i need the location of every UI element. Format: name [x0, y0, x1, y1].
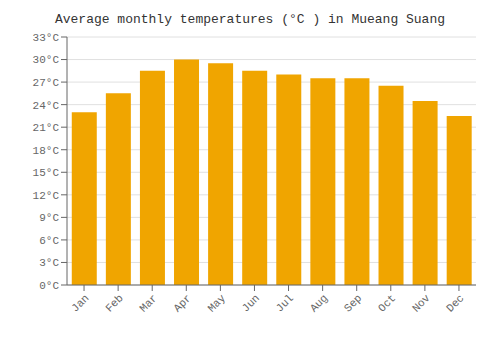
svg-text:12°C: 12°C	[33, 190, 60, 202]
svg-text:Jun: Jun	[240, 292, 262, 314]
svg-text:9°C: 9°C	[39, 212, 59, 224]
svg-text:Apr: Apr	[171, 292, 193, 314]
svg-text:24°C: 24°C	[33, 100, 60, 112]
svg-text:Feb: Feb	[103, 292, 125, 314]
svg-text:27°C: 27°C	[33, 77, 60, 89]
svg-text:6°C: 6°C	[39, 235, 59, 247]
svg-text:3°C: 3°C	[39, 257, 59, 269]
svg-text:Oct: Oct	[376, 292, 398, 314]
svg-text:Sep: Sep	[342, 292, 364, 314]
svg-text:33°C: 33°C	[33, 32, 60, 44]
svg-text:May: May	[206, 292, 229, 315]
svg-text:21°C: 21°C	[33, 122, 60, 134]
svg-text:Dec: Dec	[444, 292, 466, 314]
svg-text:15°C: 15°C	[33, 167, 60, 179]
svg-text:30°C: 30°C	[33, 54, 60, 66]
svg-text:Nov: Nov	[410, 292, 433, 315]
html-text:Average monthly temperatures (: Average monthly temperatures (°C ) in Mu…	[55, 12, 445, 27]
svg-text:Jan: Jan	[69, 292, 91, 314]
svg-text:18°C: 18°C	[33, 145, 60, 157]
svg-text:Aug: Aug	[308, 292, 330, 314]
svg-text:0°C: 0°C	[39, 280, 59, 292]
svg-text:Mar: Mar	[137, 292, 159, 314]
svg-text:Jul: Jul	[274, 292, 296, 314]
